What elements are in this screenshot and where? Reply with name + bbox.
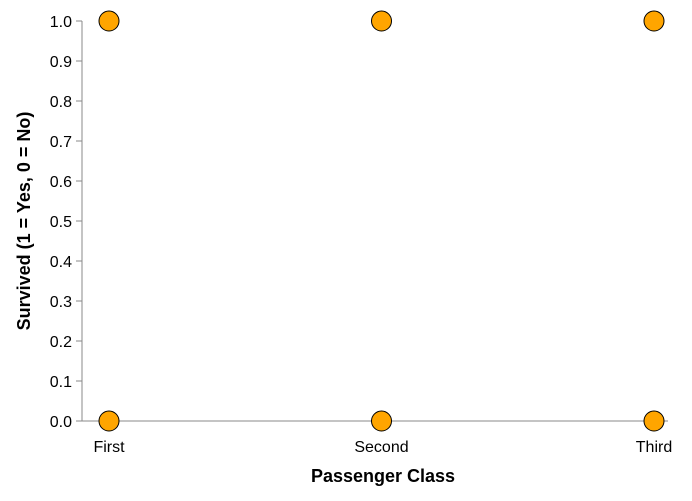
y-tick-label: 0.7 bbox=[50, 134, 72, 151]
data-point bbox=[98, 410, 120, 432]
x-tick-label: Third bbox=[636, 439, 672, 456]
y-axis: 0.0 0.1 0.2 0.3 0.4 0.5 0.6 0.7 0.8 0.9 1.0 bbox=[50, 14, 83, 431]
y-tick-label: 0.0 bbox=[50, 414, 72, 431]
data-point bbox=[643, 410, 665, 432]
x-tick-label: First bbox=[93, 439, 125, 456]
data-point bbox=[371, 10, 392, 32]
y-tick-label: 1.0 bbox=[50, 14, 72, 31]
x-tick-label: Second bbox=[354, 439, 408, 456]
y-tick-label: 0.1 bbox=[50, 374, 72, 391]
data-point bbox=[371, 410, 392, 432]
y-tick-label: 0.9 bbox=[50, 54, 72, 71]
y-axis-title: Survived (1 = Yes, 0 = No) bbox=[14, 112, 34, 331]
y-tick-label: 0.6 bbox=[50, 174, 72, 191]
y-tick-label: 0.3 bbox=[50, 294, 72, 311]
data-point bbox=[643, 10, 665, 32]
y-tick-label: 0.5 bbox=[50, 214, 72, 231]
data-point bbox=[98, 10, 120, 32]
y-tick-label: 0.2 bbox=[50, 334, 72, 351]
data-points bbox=[98, 10, 665, 432]
y-tick-label: 0.4 bbox=[50, 254, 72, 271]
x-axis-title: Passenger Class bbox=[311, 466, 455, 486]
y-tick-label: 0.8 bbox=[50, 94, 72, 111]
